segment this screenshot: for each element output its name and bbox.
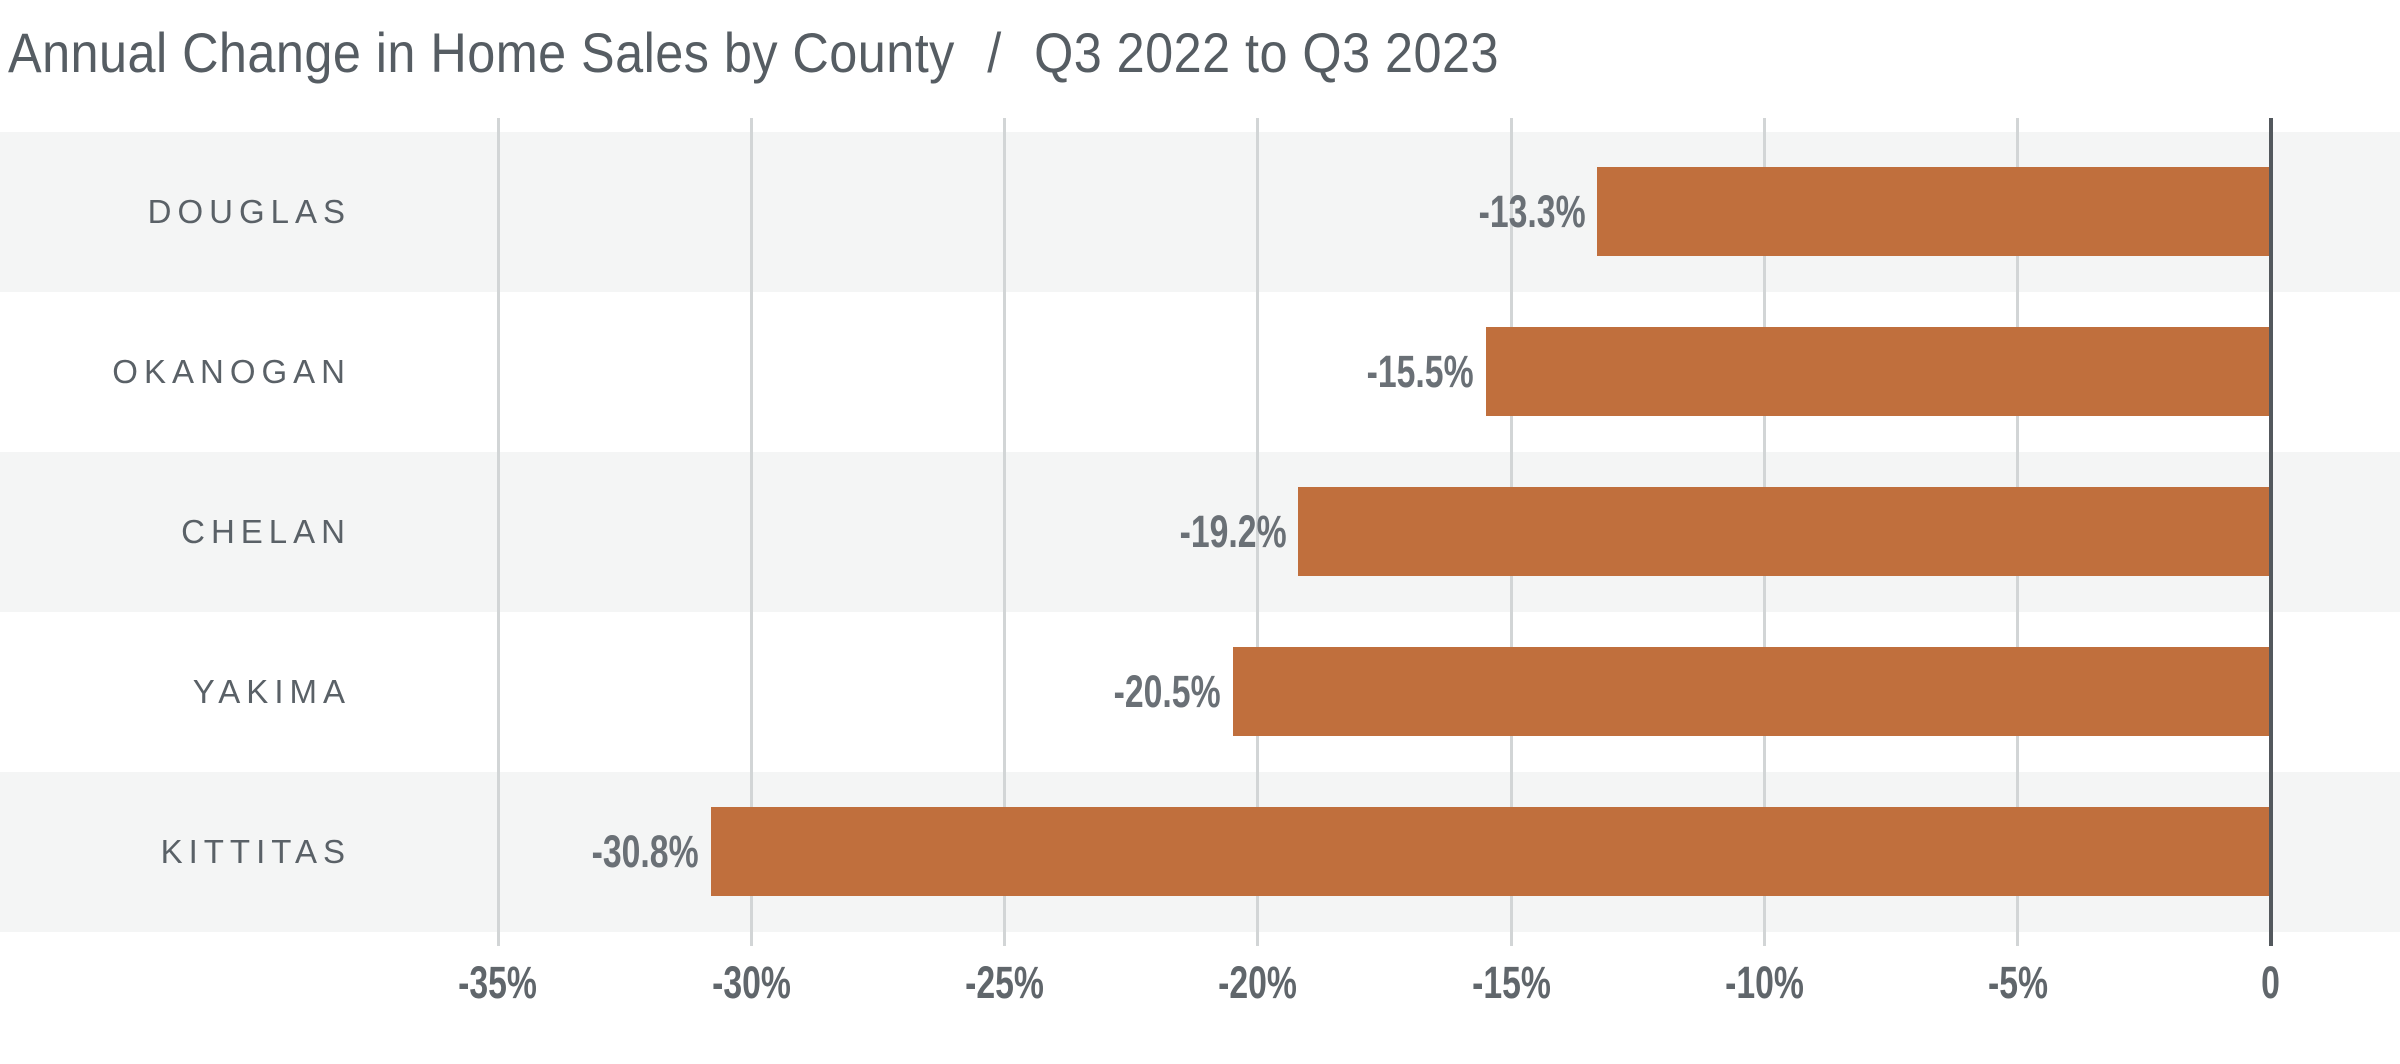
bar — [1485, 327, 2271, 416]
bar — [1298, 487, 2271, 576]
value-label: -30.8% — [556, 807, 699, 896]
chart-title-separator: / — [987, 21, 1002, 84]
zero-axis-line — [2269, 118, 2273, 946]
x-tick-label-text: -30% — [711, 957, 791, 1008]
x-tick-label: -25% — [905, 960, 1105, 1005]
county-label: CHELAN — [181, 513, 351, 550]
gridline — [496, 118, 500, 946]
value-label: -15.5% — [1331, 327, 1474, 416]
chart-title: Annual Change in Home Sales by County / Q3… — [8, 20, 1499, 85]
county-label: YAKIMA — [192, 673, 351, 710]
county-label: OKANOGAN — [112, 353, 351, 390]
x-tick-label-text: -35% — [458, 957, 538, 1008]
bar — [1232, 647, 2271, 736]
x-tick-label-text: -5% — [1987, 957, 2048, 1008]
x-tick-label-text: 0 — [2261, 957, 2281, 1008]
value-label: -13.3% — [1443, 167, 1586, 256]
value-label-text: -30.8% — [591, 826, 699, 877]
value-label-text: -20.5% — [1113, 666, 1221, 717]
x-tick-label-text: -10% — [1725, 957, 1804, 1008]
bar — [1597, 167, 2271, 256]
x-tick-label: 0 — [2171, 960, 2371, 1005]
x-tick-label-text: -20% — [1218, 957, 1298, 1008]
x-tick-label: -5% — [1918, 960, 2118, 1005]
bar — [710, 807, 2271, 896]
chart-title-subtitle: Q3 2022 to Q3 2023 — [1034, 21, 1499, 84]
x-tick-label: -15% — [1411, 960, 1611, 1005]
county-label: KITTITAS — [160, 833, 351, 870]
x-tick-label: -10% — [1664, 960, 1864, 1005]
gridline — [749, 118, 753, 946]
x-tick-label-text: -15% — [1471, 957, 1551, 1008]
value-label: -19.2% — [1144, 487, 1287, 576]
value-label-text: -19.2% — [1179, 506, 1287, 557]
chart-title-main: Annual Change in Home Sales by County — [8, 21, 955, 84]
gridline — [1003, 118, 1007, 946]
value-label: -20.5% — [1078, 647, 1221, 736]
county-label: DOUGLAS — [147, 193, 351, 230]
value-label-text: -13.3% — [1478, 186, 1586, 237]
value-label-text: -15.5% — [1366, 346, 1474, 397]
x-tick-label: -35% — [398, 960, 598, 1005]
x-tick-label-text: -25% — [965, 957, 1044, 1008]
x-tick-label: -30% — [651, 960, 851, 1005]
x-tick-label: -20% — [1158, 960, 1358, 1005]
gridline — [1256, 118, 1260, 946]
